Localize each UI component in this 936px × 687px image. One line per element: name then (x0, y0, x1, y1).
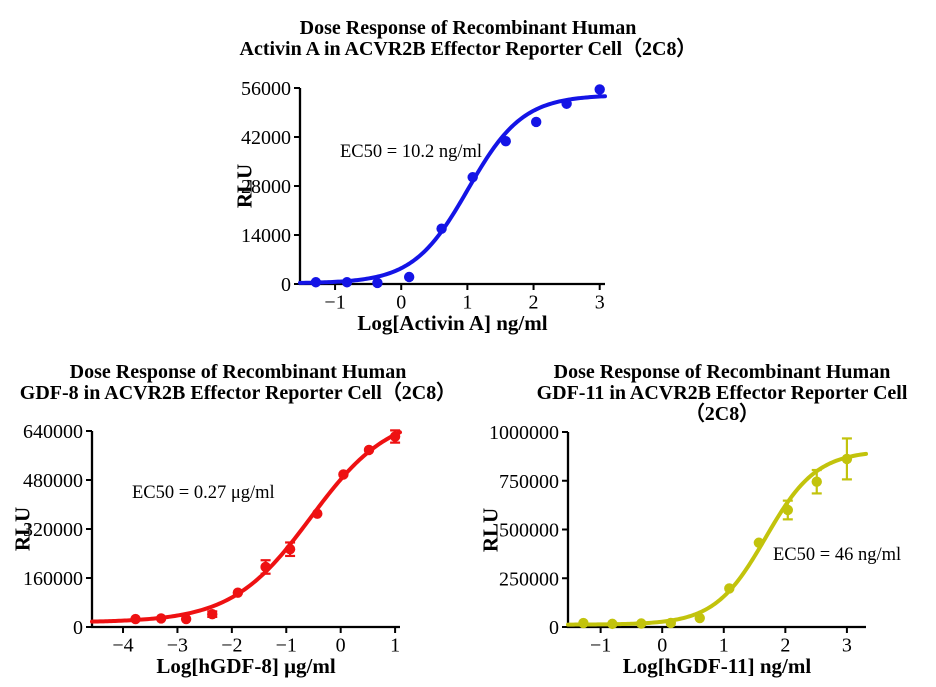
y-tick-label: 480000 (23, 470, 83, 492)
y-tick-label: 28000 (241, 176, 291, 198)
data-point (436, 223, 447, 234)
data-point (130, 613, 141, 625)
data-point (594, 84, 605, 95)
y-tick-label: 160000 (23, 568, 83, 590)
y-axis-label: RLU (478, 507, 503, 552)
x-tick-label: 1 (719, 635, 729, 657)
data-point (753, 537, 765, 548)
chart-title-line2: Activin A in ACVR2B Effector Reporter Ce… (239, 38, 697, 60)
y-tick-label: 500000 (499, 520, 559, 542)
data-point (310, 277, 322, 288)
ec50-annotation: EC50 = 46 ng/ml (773, 545, 901, 565)
x-tick-label: 2 (780, 635, 790, 657)
data-point (180, 613, 192, 625)
chart-title-line1: Dose Response of Recombinant Human (299, 17, 637, 39)
ec50-annotation: EC50 = 10.2 ng/ml (340, 142, 482, 162)
data-point (782, 504, 794, 516)
dose-response-plot: −1 0 1 2 3 0 14000 28000 42000 56000 EC50 = 10.2 n… (241, 78, 607, 314)
x-tick-label: 3 (842, 635, 852, 657)
data-point (811, 476, 822, 487)
gdf11-chart: Dose Response of Recombinant Human GDF-1… (478, 358, 936, 687)
x-tick-label: −1 (276, 635, 297, 657)
x-tick-label: 0 (336, 635, 346, 657)
data-point (341, 277, 353, 288)
data-point (372, 277, 383, 289)
x-tick-label: 0 (657, 635, 667, 657)
data-point (561, 98, 572, 109)
data-point (636, 618, 647, 629)
y-axis-label: RLU (10, 506, 35, 552)
x-tick-label: 3 (595, 292, 605, 314)
data-point (155, 613, 167, 624)
y-tick-label: 0 (73, 617, 83, 639)
y-axis-label: RLU (232, 163, 257, 209)
data-point (724, 583, 735, 594)
data-point (338, 469, 349, 480)
activin-a-chart: Dose Response of Recombinant Human Activ… (233, 14, 703, 354)
data-point (284, 544, 296, 555)
chart-title: Dose Response of Recombinant Human Activ… (233, 18, 703, 60)
y-tick-label: 320000 (23, 519, 83, 541)
x-tick-label: 0 (396, 292, 406, 314)
chart-title-line2: GDF-8 in ACVR2B Effector Reporter Cell（2… (19, 382, 457, 404)
y-tick-label: 14000 (241, 225, 291, 247)
axes (90, 431, 400, 629)
data-point (232, 587, 244, 598)
data-point (207, 608, 218, 620)
data-point (665, 617, 677, 629)
data-point (530, 116, 542, 128)
dose-response-plot: −1 0 1 2 3 0 250000 500000 750000 1000000 EC50 = 4… (489, 422, 901, 657)
y-tick-label: 640000 (23, 421, 83, 443)
chart-title-line2: GDF-11 in ACVR2B Effector Reporter Cell（… (536, 382, 908, 425)
y-tick-label: 42000 (241, 127, 291, 149)
axes (566, 432, 866, 629)
x-tick-label: −3 (167, 635, 188, 657)
data-point (607, 618, 618, 630)
data-point (500, 136, 511, 147)
chart-title: Dose Response of Recombinant Human GDF-8… (18, 362, 458, 404)
gdf8-chart: Dose Response of Recombinant Human GDF-8… (11, 358, 458, 687)
x-tick-label: −2 (221, 635, 242, 657)
x-axis-label: Log[hGDF-11] ng/ml (622, 654, 812, 678)
x-tick-label: −4 (112, 635, 133, 657)
y-tick-label: 750000 (499, 471, 559, 493)
y-tick-label: 1000000 (489, 422, 559, 444)
x-axis-label: Log[hGDF-8] μg/ml (156, 654, 336, 678)
y-tick-label: 0 (549, 617, 559, 639)
chart-title-line1: Dose Response of Recombinant Human (69, 361, 407, 383)
data-point (389, 431, 401, 442)
data-point (260, 561, 271, 573)
x-tick-label: −1 (324, 292, 345, 314)
fit-curve (90, 430, 402, 624)
x-tick-label: 2 (529, 292, 539, 314)
axes (298, 88, 605, 286)
chart-title-line1: Dose Response of Recombinant Human (553, 361, 891, 383)
data-point (403, 271, 415, 283)
x-tick-label: −1 (590, 635, 611, 657)
data-point (363, 444, 375, 456)
x-tick-label: 1 (462, 292, 472, 314)
data-point (312, 508, 323, 519)
x-axis-label: Log[Activin A] ng/ml (357, 311, 548, 335)
data-point (578, 617, 589, 629)
data-point (467, 172, 478, 183)
y-tick-label: 56000 (241, 78, 291, 100)
dose-response-plot: −4 −3 −2 −1 0 1 0 160000 320000 480000 640000 EC50 … (23, 421, 402, 657)
ec50-annotation: EC50 = 0.27 μg/ml (132, 483, 275, 503)
y-tick-label: 250000 (499, 568, 559, 590)
y-tick-label: 0 (281, 274, 291, 296)
data-point (841, 453, 853, 465)
fit-curve (298, 94, 607, 285)
chart-title: Dose Response of Recombinant Human GDF-1… (478, 362, 936, 425)
data-point (694, 612, 705, 624)
x-tick-label: 1 (390, 635, 400, 657)
